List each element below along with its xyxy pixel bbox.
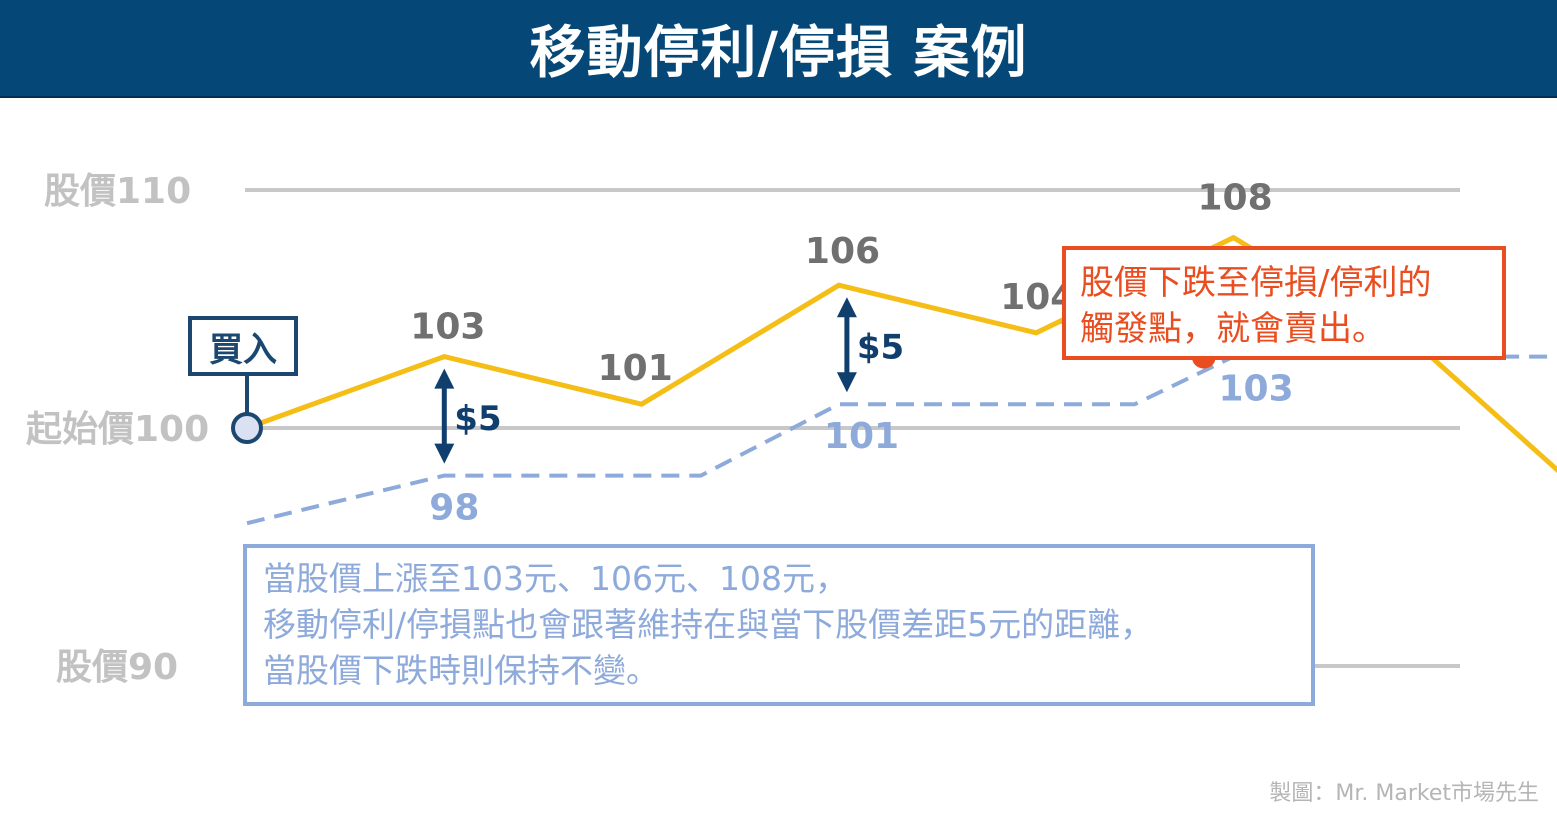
trigger-note-line-2: 觸發點，就會賣出。 xyxy=(1080,309,1386,349)
gap-arrow-head-bottom-0 xyxy=(434,443,455,464)
price-label-3: 106 xyxy=(805,231,880,272)
stop-loss-label-1: 101 xyxy=(824,416,899,457)
gap-arrow-head-bottom-1 xyxy=(836,372,857,393)
y-axis-label-100: 起始價100 xyxy=(26,409,209,450)
gap-label-0: $5 xyxy=(454,399,501,439)
explanation-note-box: 當股價上漲至103元、106元、108元， 移動停利/停損點也會跟著維持在與當下… xyxy=(243,544,1315,706)
trigger-note-line-1: 股價下跌至停損/停利的 xyxy=(1080,263,1432,303)
trigger-note-box: 股價下跌至停損/停利的 觸發點，就會賣出。 xyxy=(1062,246,1506,360)
credit-text: 製圖：Mr. Market市場先生 xyxy=(1269,781,1539,806)
note-line-1: 當股價上漲至103元、106元、108元， xyxy=(263,559,848,598)
stop-loss-label-2: 103 xyxy=(1219,369,1294,410)
gap-arrow-head-top-1 xyxy=(836,297,857,318)
price-label-2: 101 xyxy=(598,348,673,389)
price-label-1: 103 xyxy=(410,307,485,348)
buy-marker-point xyxy=(231,412,263,444)
price-label-5: 108 xyxy=(1198,178,1273,219)
note-line-2: 移動停利/停損點也會跟著維持在與當下股價差距5元的距離， xyxy=(263,605,1154,644)
buy-marker-box: 買入 xyxy=(188,316,298,376)
page-title: 移動停利/停損 案例 xyxy=(529,20,1028,86)
note-line-3: 當股價下跌時則保持不變。 xyxy=(263,651,659,690)
gap-arrow-head-top-0 xyxy=(434,368,455,389)
gap-label-1: $5 xyxy=(857,328,904,368)
stop-loss-label-0: 98 xyxy=(429,488,479,529)
title-banner: 移動停利/停損 案例 xyxy=(0,0,1557,98)
y-axis-label-110: 股價110 xyxy=(44,171,191,212)
y-axis-label-90: 股價90 xyxy=(56,647,178,688)
